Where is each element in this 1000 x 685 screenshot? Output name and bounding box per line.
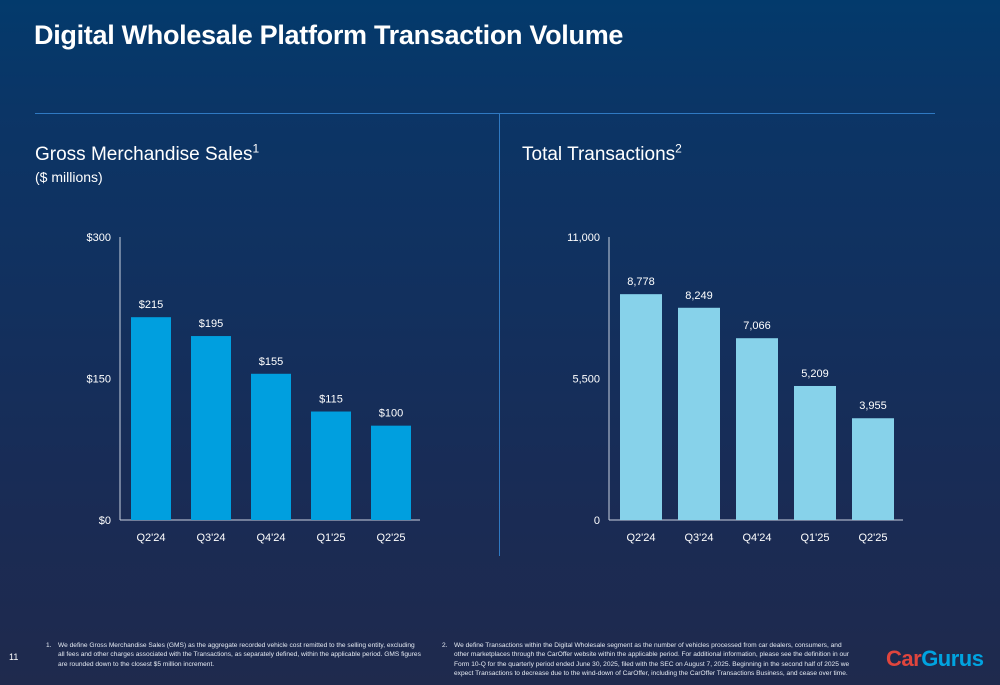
gms-x-tick-label-3: Q4'24: [256, 532, 285, 544]
logo-text-car: Car: [886, 646, 922, 671]
gms-title-footnote-ref: 1: [252, 141, 260, 156]
gms-data-label-3: $155: [259, 356, 283, 368]
logo-text-gurus: Gurus: [921, 646, 984, 671]
cargurus-logo: CarGurus: [886, 646, 984, 672]
gms-y-tick-label: $150: [87, 374, 111, 386]
page-number: 11: [9, 652, 19, 662]
tx-title-footnote-ref: 2: [675, 141, 682, 156]
gms-x-tick-label-4: Q1'25: [316, 532, 345, 544]
tx-data-label-4: 5,209: [801, 368, 829, 380]
footnote-2-text: We define Transactions within the Digita…: [454, 642, 850, 678]
tx-chart-title: Total Transactions2: [522, 141, 682, 166]
header-divider: [35, 113, 935, 114]
tx-bar-4: [794, 385, 836, 520]
tx-x-tick-label-1: Q2'24: [626, 532, 655, 544]
page-title: Digital Wholesale Platform Transaction V…: [34, 20, 624, 50]
gms-y-tick-label: $300: [87, 232, 111, 244]
gms-x-tick-label-1: Q2'24: [136, 532, 165, 544]
tx-x-tick-label-3: Q4'24: [742, 532, 771, 544]
footnote-1-text: We define Gross Merchandise Sales (GMS) …: [58, 642, 421, 668]
gms-bar-2: [191, 336, 231, 520]
gms-title-text: Gross Merchandise Sales: [35, 144, 253, 165]
tx-y-tick-label: 11,000: [567, 232, 600, 244]
gms-bar-1: [131, 317, 171, 520]
footnote-2-number: 2.: [442, 642, 448, 649]
tx-title-text: Total Transactions: [522, 144, 676, 165]
gms-x-tick-label-2: Q3'24: [196, 532, 225, 544]
gms-bar-4: [311, 411, 351, 520]
gms-chart-title: Gross Merchandise Sales1: [35, 141, 260, 166]
gms-data-label-4: $115: [319, 394, 343, 406]
tx-x-tick-label-2: Q3'24: [684, 532, 713, 544]
gms-chart-subtitle: ($ millions): [35, 169, 103, 185]
gms-data-label-5: $100: [379, 408, 403, 420]
tx-data-label-3: 7,066: [743, 320, 771, 332]
gms-bar-3: [251, 373, 291, 520]
tx-bar-5: [852, 418, 894, 520]
tx-data-label-1: 8,778: [627, 276, 655, 288]
tx-y-tick-label: 5,500: [572, 374, 600, 386]
gms-data-label-2: $195: [199, 318, 223, 330]
tx-data-label-5: 3,955: [859, 400, 887, 412]
gms-y-tick-label: $0: [99, 515, 111, 527]
footnote-1: 1. We define Gross Merchandise Sales (GM…: [46, 641, 422, 669]
footnote-1-number: 1.: [46, 642, 52, 649]
footnote-2: 2. We define Transactions within the Dig…: [442, 641, 850, 679]
panel-divider: [499, 114, 500, 556]
tx-bar-3: [736, 338, 778, 520]
tx-bar-1: [620, 294, 662, 520]
tx-y-tick-label: 0: [594, 515, 600, 527]
tx-x-tick-label-4: Q1'25: [800, 532, 829, 544]
gms-data-label-1: $215: [139, 299, 163, 311]
gms-x-tick-label-5: Q2'25: [376, 532, 405, 544]
gms-bar-5: [371, 425, 411, 520]
tx-data-label-2: 8,249: [685, 290, 713, 302]
tx-bar-2: [678, 307, 720, 520]
tx-x-tick-label-5: Q2'25: [858, 532, 887, 544]
